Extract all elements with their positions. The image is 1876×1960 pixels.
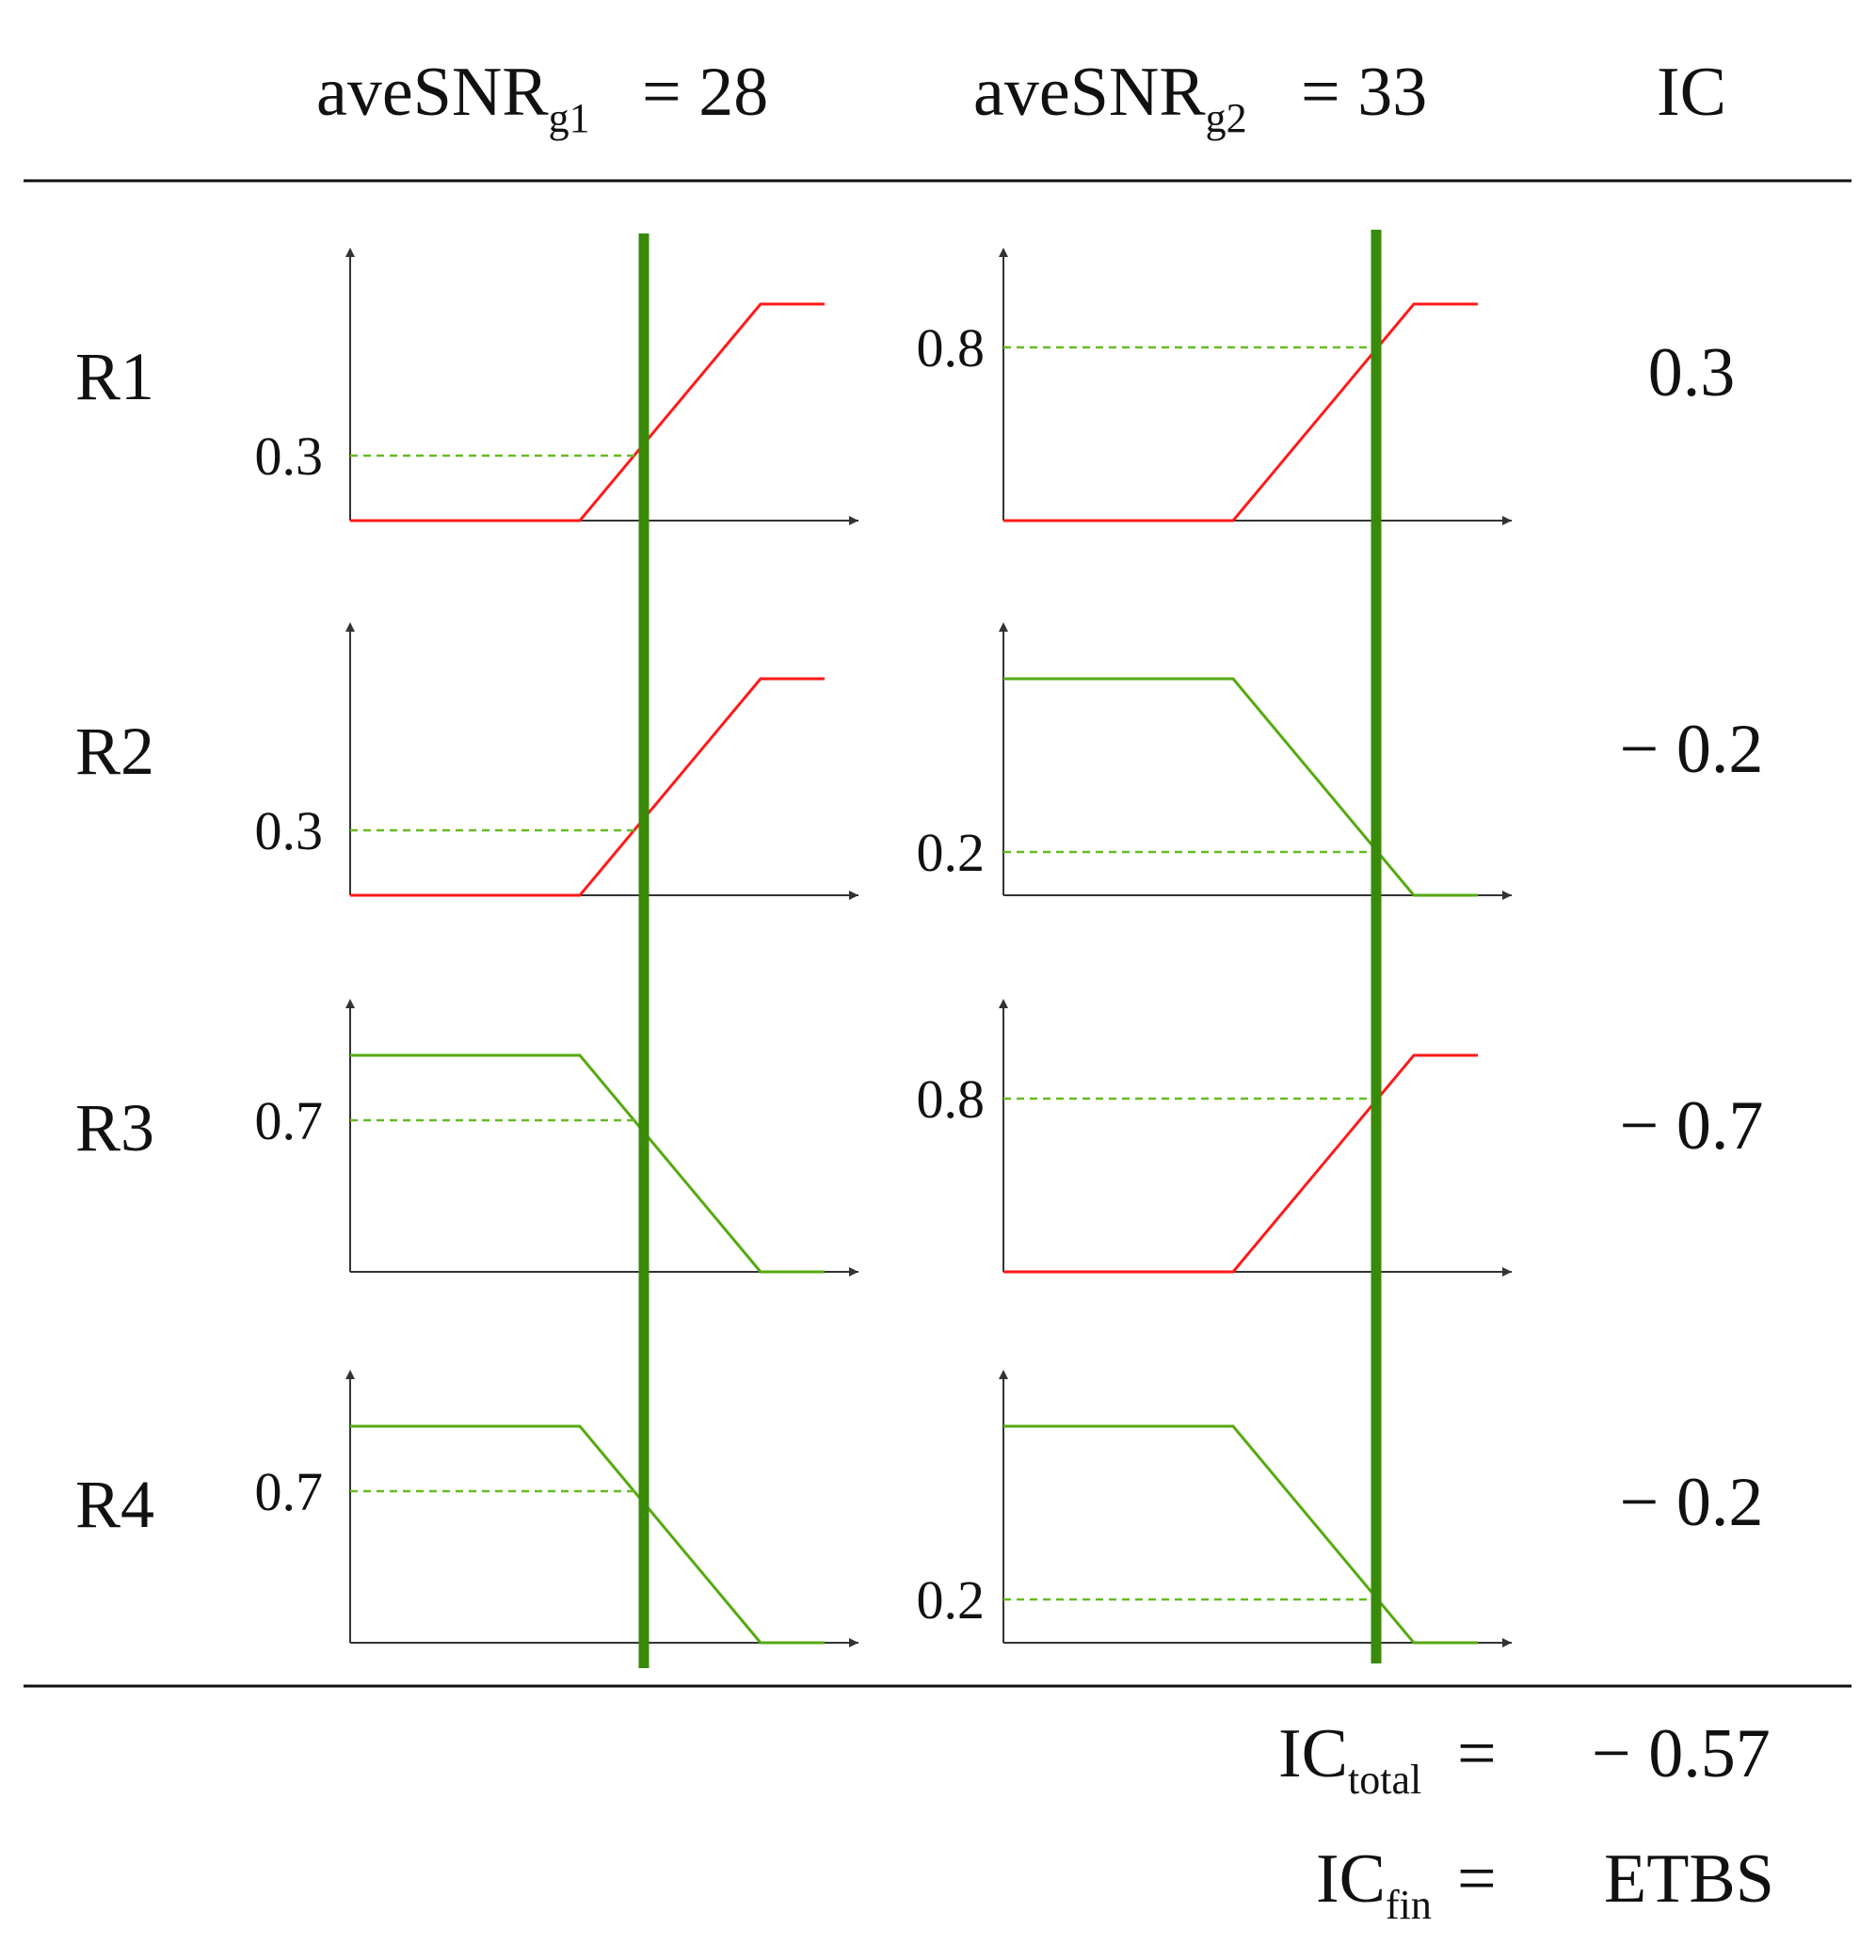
level-label-r2-g1: 0.3: [255, 800, 324, 861]
row-label-r3: R3: [75, 1090, 154, 1165]
x-axis-arrow-r4-g1: [849, 1638, 858, 1647]
row-label-r1: R1: [75, 339, 154, 414]
membership-curve-r4-g2: [1003, 1424, 1478, 1645]
ic-fin-main: IC: [1316, 1840, 1386, 1918]
membership-curve-r1-g1: [350, 302, 825, 522]
ic-fin-value: ETBS: [1604, 1840, 1774, 1918]
level-label-r3-g1: 0.7: [255, 1090, 324, 1151]
header-g2-eq: = 33: [1301, 54, 1427, 131]
level-label-r4-g1: 0.7: [255, 1461, 324, 1522]
membership-curve-r3-g2: [1003, 1053, 1478, 1274]
header-ic: IC: [1657, 54, 1726, 131]
x-axis-arrow-r2-g1: [849, 891, 858, 900]
x-axis-arrow-r1-g2: [1502, 516, 1512, 525]
level-label-r3-g2: 0.8: [917, 1068, 986, 1130]
ic-total-eq: =: [1457, 1715, 1497, 1792]
header-g1-eq: = 28: [642, 54, 768, 131]
y-axis-arrow-r3-g2: [999, 999, 1008, 1008]
level-label-r1-g2: 0.8: [917, 317, 986, 378]
ic-fin-label: ICfin: [1316, 1840, 1432, 1928]
x-axis-arrow-r2-g2: [1502, 891, 1512, 900]
y-axis-arrow-r1-g1: [345, 248, 355, 257]
membership-curve-r2-g2: [1003, 677, 1478, 897]
y-axis-arrow-r2-g1: [345, 622, 355, 632]
y-axis-arrow-r4-g2: [999, 1370, 1008, 1379]
membership-curve-r1-g2: [1003, 302, 1478, 522]
level-label-r1-g1: 0.3: [255, 426, 324, 487]
ic-value-r2: − 0.2: [1620, 711, 1764, 788]
y-axis-arrow-r1-g2: [999, 248, 1008, 257]
ic-fin-sub: fin: [1386, 1882, 1432, 1928]
x-axis-arrow-r1-g1: [849, 516, 858, 525]
header-g2: aveSNRg2: [973, 54, 1247, 141]
membership-curve-r3-g1: [350, 1053, 825, 1274]
y-axis-arrow-r4-g1: [345, 1370, 355, 1379]
x-axis-arrow-r3-g2: [1502, 1267, 1512, 1277]
membership-plots: 0.3 0.8 0.3 0.2 0.7 0.8 0.7 0.2: [255, 248, 1512, 1647]
row-label-r2: R2: [75, 714, 154, 789]
ic-value-r1: 0.3: [1648, 334, 1736, 411]
header-g1-sub: g1: [549, 95, 590, 141]
y-axis-arrow-r3-g1: [345, 999, 355, 1008]
membership-curve-r4-g1: [350, 1424, 825, 1645]
level-label-r2-g2: 0.2: [917, 822, 986, 883]
x-axis-arrow-r3-g1: [849, 1267, 858, 1277]
ic-fin-eq: =: [1457, 1840, 1497, 1918]
header-g2-main: aveSNR: [973, 54, 1206, 131]
ic-total-value: − 0.57: [1592, 1715, 1771, 1792]
header-g1: aveSNRg1: [316, 54, 590, 141]
y-axis-arrow-r2-g2: [999, 622, 1008, 632]
row-label-r4: R4: [75, 1467, 154, 1542]
ic-value-r4: − 0.2: [1620, 1464, 1764, 1541]
level-label-r4-g2: 0.2: [917, 1569, 986, 1631]
ic-value-r3: − 0.7: [1620, 1087, 1764, 1165]
ic-total-label: ICtotal: [1278, 1715, 1421, 1803]
header-g1-main: aveSNR: [316, 54, 549, 131]
ic-total-sub: total: [1348, 1757, 1421, 1803]
x-axis-arrow-r4-g2: [1502, 1638, 1512, 1647]
ic-total-main: IC: [1278, 1715, 1348, 1792]
membership-curve-r2-g1: [350, 677, 825, 897]
header-g2-sub: g2: [1206, 95, 1247, 141]
